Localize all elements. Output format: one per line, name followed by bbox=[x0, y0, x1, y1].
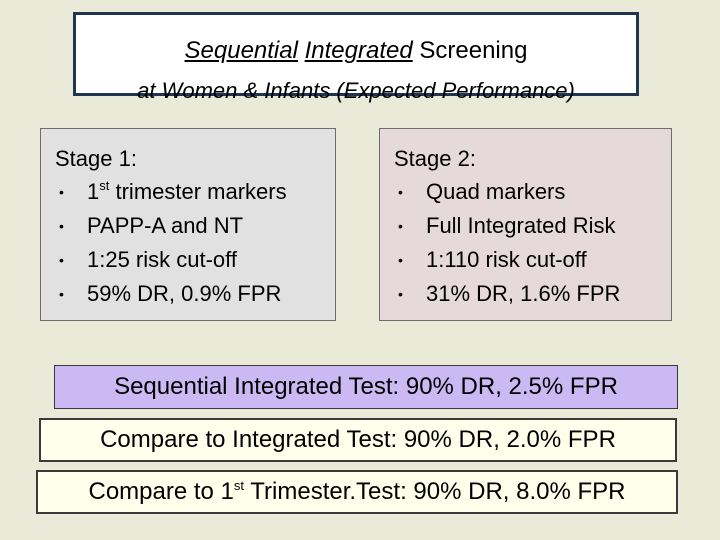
list-item-text: 31% DR, 1.6% FPR bbox=[426, 281, 621, 306]
list-item: • Full Integrated Risk bbox=[394, 214, 671, 238]
bullet-icon: • bbox=[59, 286, 64, 302]
list-item-text: 1:25 risk cut-off bbox=[87, 247, 237, 272]
title-line-2: at Women & Infants (Expected Performance… bbox=[137, 78, 575, 103]
bullet-icon: • bbox=[59, 218, 64, 234]
list-item-text: Quad markers bbox=[426, 179, 566, 204]
list-item: • 1st trimester markers bbox=[55, 178, 335, 204]
list-item-text: trimester markers bbox=[109, 179, 287, 204]
title-word-integrated: Integrated bbox=[304, 37, 413, 64]
sequential-result-banner: Sequential Integrated Test: 90% DR, 2.5%… bbox=[54, 365, 678, 409]
title-box: Sequential Integrated Screening at Women… bbox=[73, 12, 639, 103]
list-item: • 31% DR, 1.6% FPR bbox=[394, 282, 671, 306]
title-word-screening: Screening bbox=[419, 37, 528, 64]
list-item: • Quad markers bbox=[394, 180, 671, 204]
list-item-text: PAPP-A and NT bbox=[87, 213, 244, 238]
stage-1-box: Stage 1: • 1st trimester markers • PAPP-… bbox=[40, 128, 336, 321]
banner-text: Trimester.Test: 90% DR, 8.0% FPR bbox=[244, 478, 626, 505]
list-item-text: 1 bbox=[87, 179, 100, 204]
title-word-sequential: Sequential bbox=[184, 37, 298, 64]
ordinal-suffix: st bbox=[99, 178, 110, 193]
stage-2-box: Stage 2: • Quad markers • Full Integrate… bbox=[379, 128, 672, 321]
integrated-compare-banner: Compare to Integrated Test: 90% DR, 2.0%… bbox=[39, 418, 677, 462]
stage-2-list: • Quad markers • Full Integrated Risk • … bbox=[394, 180, 671, 306]
ordinal-suffix: st bbox=[233, 478, 245, 493]
first-trimester-compare-banner: Compare to 1st Trimester.Test: 90% DR, 8… bbox=[36, 470, 678, 514]
stage-1-list: • 1st trimester markers • PAPP-A and NT … bbox=[55, 178, 335, 306]
list-item-text: 1:110 risk cut-off bbox=[426, 247, 587, 272]
banner-text: Compare to 1 bbox=[88, 478, 234, 505]
list-item: • 59% DR, 0.9% FPR bbox=[55, 282, 335, 306]
bullet-icon: • bbox=[398, 286, 403, 302]
list-item: • 1:25 risk cut-off bbox=[55, 248, 335, 272]
bullet-icon: • bbox=[398, 218, 403, 234]
bullet-icon: • bbox=[398, 252, 403, 268]
list-item: • PAPP-A and NT bbox=[55, 214, 335, 238]
list-item: • 1:110 risk cut-off bbox=[394, 248, 671, 272]
stage-2-heading: Stage 2: bbox=[394, 146, 476, 171]
list-item-text: 59% DR, 0.9% FPR bbox=[87, 281, 282, 306]
bullet-icon: • bbox=[398, 184, 403, 200]
stage-1-heading: Stage 1: bbox=[55, 146, 137, 171]
bullet-icon: • bbox=[59, 252, 64, 268]
title-line-1: Sequential Integrated Screening bbox=[76, 37, 636, 65]
bullet-icon: • bbox=[59, 184, 64, 200]
list-item-text: Full Integrated Risk bbox=[426, 213, 616, 238]
